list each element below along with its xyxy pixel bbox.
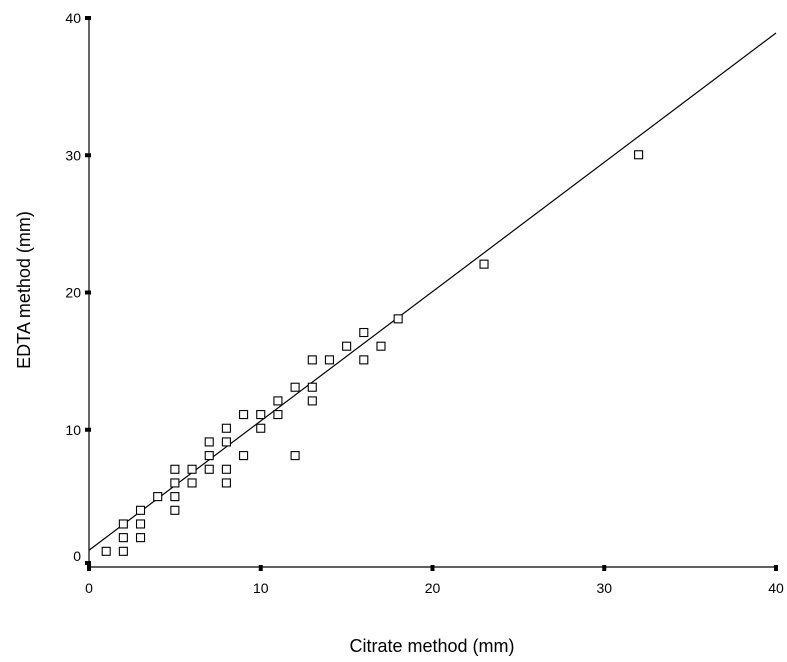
- data-point: [273, 410, 283, 420]
- data-point: [221, 423, 231, 433]
- data-point: [239, 410, 249, 420]
- data-point: [204, 451, 214, 461]
- data-point: [634, 150, 644, 160]
- data-point: [135, 505, 146, 515]
- data-point: [342, 341, 352, 351]
- x-tick-label-30: 30: [596, 580, 612, 596]
- data-point: [221, 464, 231, 474]
- x-axis-title: Citrate method (mm): [349, 636, 514, 656]
- data-point: [118, 546, 128, 556]
- data-point: [135, 519, 146, 529]
- data-point: [359, 355, 369, 365]
- data-point: [170, 478, 180, 488]
- data-point: [256, 410, 266, 420]
- data-point: [376, 341, 386, 351]
- y-ticks: 0 10 20 30 40: [65, 10, 91, 565]
- data-point: [187, 478, 197, 488]
- y-axis-title: EDTA method (mm): [14, 211, 34, 369]
- data-point: [170, 464, 180, 474]
- x-tick-label-20: 20: [425, 580, 441, 596]
- y-tick-label-20: 20: [65, 285, 81, 301]
- regression-line: [88, 32, 777, 551]
- data-point: [221, 478, 231, 488]
- y-tick-label-30: 30: [65, 147, 81, 163]
- y-tick-label-0: 0: [73, 548, 81, 564]
- data-point: [307, 396, 317, 406]
- data-point: [239, 451, 249, 461]
- data-point: [290, 382, 300, 392]
- x-tick-label-10: 10: [253, 580, 269, 596]
- y-tick-label-10: 10: [65, 422, 81, 438]
- data-points: [101, 150, 644, 556]
- data-point: [307, 355, 317, 365]
- data-point: [204, 464, 214, 474]
- data-point: [118, 533, 128, 543]
- y-tick-label-40: 40: [65, 10, 81, 26]
- data-point: [290, 451, 300, 461]
- x-tick-label-0: 0: [85, 580, 93, 596]
- data-point: [256, 423, 266, 433]
- data-point: [393, 314, 403, 324]
- data-point: [187, 464, 197, 474]
- data-point: [101, 546, 111, 556]
- data-point: [204, 437, 214, 447]
- data-point: [153, 492, 163, 502]
- data-point: [359, 327, 369, 338]
- data-point: [170, 505, 180, 515]
- data-point: [118, 519, 128, 529]
- data-point: [479, 259, 489, 269]
- x-tick-label-40: 40: [768, 580, 784, 596]
- data-point: [273, 396, 283, 406]
- data-point: [135, 533, 146, 543]
- data-point: [221, 437, 231, 447]
- data-point: [324, 355, 335, 365]
- x-ticks: 0 10 20 30 40: [85, 565, 784, 596]
- data-point: [170, 492, 180, 502]
- data-point: [307, 382, 317, 392]
